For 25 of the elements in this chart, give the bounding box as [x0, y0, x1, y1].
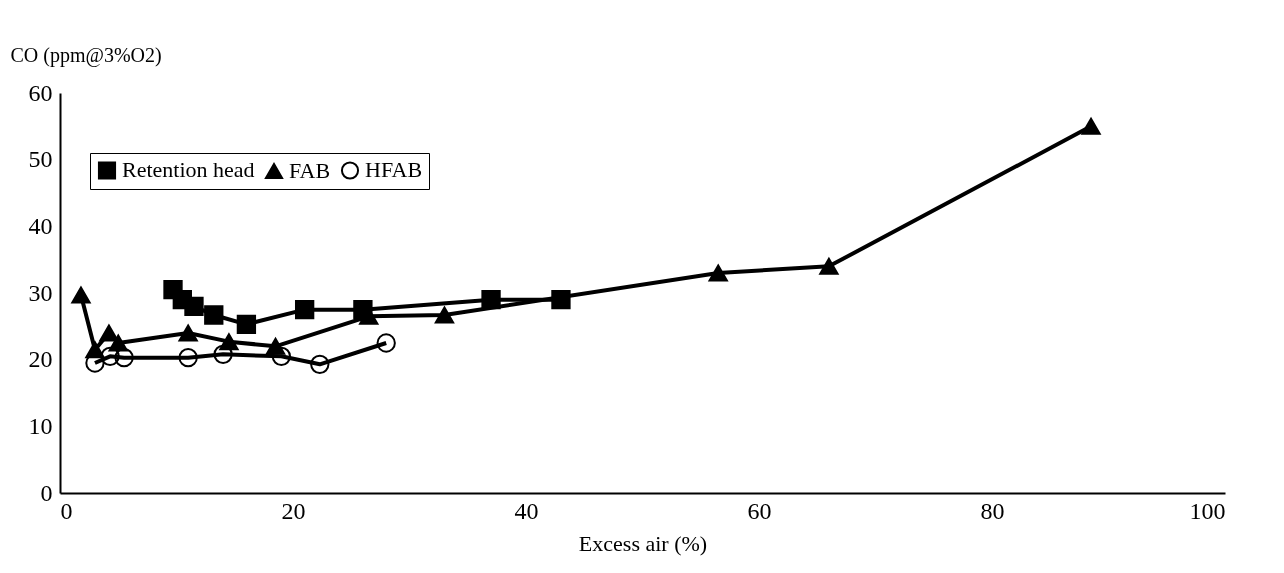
y-tick-label: 40 [28, 212, 53, 239]
legend-label: FAB [289, 158, 331, 183]
point [213, 344, 233, 364]
y-tick-label: 30 [28, 279, 53, 306]
y-axis-title: CO (ppm@3%O2) [10, 43, 162, 67]
legend-label: HFAB [365, 157, 423, 183]
x-tick-label: 80 [980, 497, 1005, 524]
point [114, 348, 134, 368]
point [376, 333, 396, 353]
x-tick-label: 0 [60, 497, 73, 524]
y-tick-label: 60 [28, 79, 53, 106]
x-axis-title: Excess air (%) [578, 530, 708, 556]
x-tick-label: 100 [1189, 497, 1226, 524]
y-tick-label: 50 [28, 146, 53, 173]
point [100, 346, 120, 366]
x-tick-label: 20 [281, 497, 306, 524]
x-tick-label: 40 [514, 497, 539, 524]
point [178, 348, 198, 368]
y-tick-label: 10 [28, 412, 53, 439]
y-tick-label: 0 [40, 479, 53, 506]
x-tick-label: 60 [747, 497, 772, 524]
point [271, 346, 292, 366]
point [310, 354, 330, 374]
legend-label: Retention head [122, 157, 255, 183]
y-tick-label: 20 [28, 346, 53, 373]
